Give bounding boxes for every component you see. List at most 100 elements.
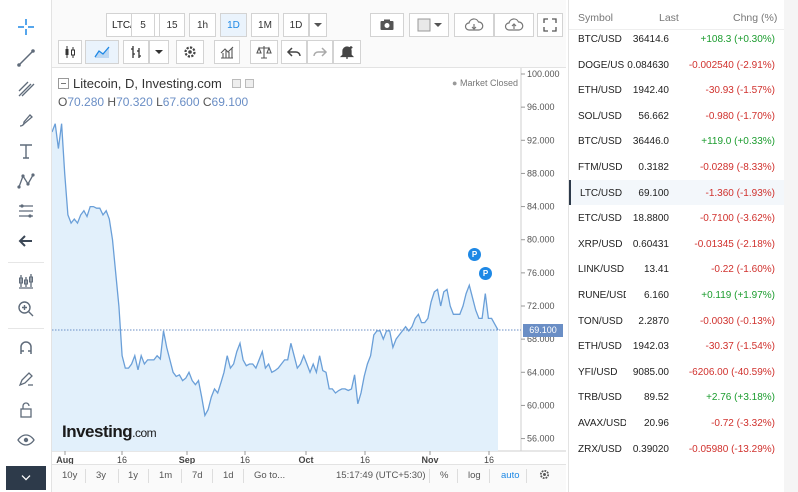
watchlist-row[interactable]: TON/USD 2.2870 -0.0030 (-0.13%) [569,308,798,334]
watchlist-row[interactable]: YFI/USD 9085.00 -6206.00 (-40.59%) [569,359,798,385]
zoom-in-icon[interactable] [6,296,46,322]
watchlist-row[interactable]: AVAX/USD 20.96 -0.72 (-3.32%) [569,410,798,436]
watchlist-scrollbar[interactable] [784,0,798,492]
watchlist-last-price: 6.160 [643,290,669,301]
watchlist-change: -30.37 (-1.54%) [705,341,775,353]
interval-5-button[interactable]: 5 [131,13,155,37]
compare-scale-icon[interactable] [250,40,278,64]
close-small-icon[interactable] [244,79,254,88]
magnet-icon[interactable] [6,335,46,361]
eye-icon[interactable] [6,427,46,453]
low-label: L [156,95,163,109]
watchlist-row[interactable]: ETH/USD 1942.40 -30.93 (-1.57%) [569,77,798,103]
alert-bell-icon[interactable] [333,40,361,64]
trend-line-icon[interactable] [6,45,46,71]
interval-1d-button[interactable]: 1D [220,13,247,37]
crosshair-icon[interactable] [6,14,46,40]
cloud-save-icon[interactable] [494,13,534,37]
undo-icon[interactable] [281,40,307,64]
chart-type-dropdown-icon[interactable] [149,40,169,64]
watchlist-row[interactable]: LINK/USD 13.41 -0.22 (-1.60%) [569,256,798,282]
candles-chart-icon[interactable] [58,40,82,64]
range-7d-button[interactable]: 7d [192,470,203,481]
draw-mode-icon[interactable] [6,366,46,392]
watchlist-change: -0.002540 (-2.91%) [688,59,775,71]
divider [243,469,244,483]
goto-date-button[interactable]: Go to... [254,470,286,481]
watchlist-symbol: ETH/USD [578,85,622,97]
settings-small-icon[interactable] [231,79,241,88]
pattern-tool-icon[interactable] [6,168,46,194]
y-tick-label: 92.000 [527,135,555,145]
gear-icon[interactable] [176,40,204,64]
event-marker[interactable]: P [468,248,481,261]
gear-icon[interactable] [538,468,551,484]
bottom-bar: 10y 3y 1y 1m 7d 1d Go to... 15:17:49 (UT… [52,464,566,492]
watchlist-row[interactable]: LTC/USD 69.100 -1.360 (-1.93%) [569,179,798,206]
percent-scale-button[interactable]: % [440,470,449,481]
interval-dropdown-icon[interactable] [309,13,327,37]
column-header-symbol[interactable]: Symbol [578,12,614,24]
lock-icon[interactable] [6,397,46,423]
watchlist-row[interactable]: ETC/USD 18.8800 -0.7100 (-3.62%) [569,205,798,231]
watchlist-last-price: 20.96 [643,418,669,429]
watchlist-symbol: TON/USD [578,315,623,327]
watchlist-row[interactable]: RUNE/USD 6.160 +0.119 (+1.97%) [569,282,798,308]
watchlist-row[interactable]: ZRX/USD 0.39020 -0.05980 (-13.29%) [569,436,798,462]
event-marker[interactable]: P [479,267,492,280]
pitchfork-icon[interactable] [6,76,46,102]
watchlist-row[interactable]: ETH/USD 1942.03 -30.37 (-1.54%) [569,333,798,359]
camera-icon[interactable] [370,13,404,37]
indicators-icon[interactable] [214,40,240,64]
back-arrow-icon[interactable] [6,228,46,254]
range-3y-button[interactable]: 3y [96,470,107,481]
range-1y-button[interactable]: 1y [128,470,139,481]
column-header-last[interactable]: Last [659,12,679,24]
chart-area[interactable]: 100.000 96.000 92.000 88.000 84.000 80.000 76.… [52,68,566,464]
range-10y-button[interactable]: 10y [62,470,78,481]
open-value: 70.280 [67,95,105,109]
price-chart[interactable]: 100.000 96.000 92.000 88.000 84.000 80.000 76.… [52,68,566,464]
range-1d-button[interactable]: 1d [223,470,234,481]
watchlist-change: -0.05980 (-13.29%) [688,443,775,455]
watchlist-row[interactable]: TRB/USD 89.52 +2.76 (+3.18%) [569,384,798,410]
auto-scale-button[interactable]: auto [501,470,520,481]
text-tool-icon[interactable] [6,138,46,164]
watchlist-row[interactable]: BTC/USD 36414.6 +108.3 (+0.30%) [569,26,798,52]
clock-time[interactable]: 15:17:49 (UTC+5:30) [336,470,426,481]
collapse-legend-icon[interactable] [58,78,69,89]
watchlist-row[interactable]: XRP/USD 0.60431 -0.01345 (-2.18%) [569,231,798,257]
indicator-icon[interactable] [6,268,46,294]
watchlist-row[interactable]: FTM/USD 0.3182 -0.0289 (-8.33%) [569,154,798,180]
toolbar-divider [8,262,44,263]
range-1m-button[interactable]: 1m [159,470,173,481]
price-line [52,123,499,418]
interval-1h-button[interactable]: 1h [189,13,216,37]
cloud-load-icon[interactable] [454,13,494,37]
watchlist-symbol: BTC/USD [578,136,622,148]
watchlist-change: -0.22 (-1.60%) [711,264,775,276]
chart-title: Litecoin, D, Investing.com [73,76,222,91]
interval-15-button[interactable]: 15 [159,13,185,37]
column-header-change[interactable]: Chng (%) [733,12,778,24]
watchlist-change: +108.3 (+0.30%) [700,34,776,45]
area-chart-icon[interactable] [85,40,119,64]
interval-1m-button[interactable]: 1M [251,13,279,37]
interval-1d-dropdown-button[interactable]: 1D [283,13,309,37]
color-picker-button[interactable] [409,13,449,37]
brush-icon[interactable] [6,107,46,133]
divider [181,469,182,483]
x-tick-label: 16 [360,455,370,464]
fullscreen-icon[interactable] [537,13,563,37]
chevron-down-icon[interactable] [6,466,46,490]
watchlist-row[interactable]: BTC/USD 36446.0 +119.0 (+0.33%) [569,128,798,154]
bars-chart-icon[interactable] [123,40,149,64]
watchlist-symbol: TRB/USD [578,392,622,404]
divider [118,469,119,483]
redo-icon[interactable] [307,40,333,64]
log-scale-button[interactable]: log [468,470,481,481]
x-tick-label: Oct [298,455,313,464]
fib-retracement-icon[interactable] [6,198,46,224]
watchlist-row[interactable]: DOGE/US 0.084630 -0.002540 (-2.91%) [569,52,798,78]
watchlist-row[interactable]: SOL/USD 56.662 -0.980 (-1.70%) [569,103,798,129]
